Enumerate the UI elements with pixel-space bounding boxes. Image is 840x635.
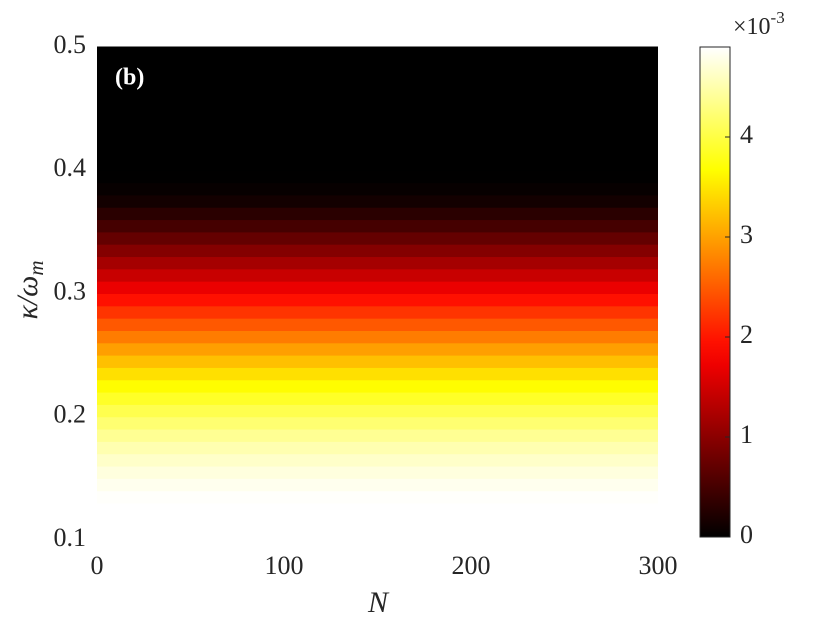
heatmap-row [97,157,658,171]
heatmap-row [97,440,658,455]
y-label-sub: m [24,260,48,275]
heatmap-row [97,403,658,418]
heatmap-row [97,490,658,504]
y-tick-label: 0.3 [54,276,87,305]
heatmap-row [97,453,658,467]
exponent-base: ×10 [733,14,771,40]
heatmap-row [97,293,658,307]
heatmap-row [97,231,658,245]
heatmap-row [97,71,658,85]
heatmap-row [97,194,658,208]
heatmap-row [97,243,658,258]
heatmap-row [97,317,658,331]
heatmap-row [97,145,658,159]
x-tick-label: 0 [91,551,104,580]
colorbar-tick-label: 0 [740,520,753,549]
heatmap-row [97,379,658,393]
colorbar-tick-label: 4 [740,120,753,149]
heatmap-row [97,169,658,184]
heatmap-row [97,58,658,73]
y-tick-label: 0.2 [54,400,87,429]
heatmap-row [97,280,658,294]
x-tick-label: 100 [265,551,304,580]
colorbar-tick-label: 2 [740,320,753,349]
y-tick-label: 0.4 [54,153,87,182]
heatmap-row [97,366,658,381]
x-axis-label: N [367,586,390,619]
heatmap-row [97,477,658,492]
annotation: (b) [115,65,144,91]
heatmap-row [97,182,658,196]
heatmap-row [97,256,658,270]
heatmap-row [97,83,658,97]
heatmap-row [97,305,658,319]
heatmap-row [97,391,658,405]
colorbar [699,46,731,538]
heatmap-row [97,416,658,430]
colorbar-tick-label: 1 [740,420,753,449]
y-label-main: κ/ω [11,276,44,320]
exponent-power: -3 [771,8,785,27]
heatmap-row [97,120,658,134]
heatmap-row [97,428,658,442]
heatmap-row [97,95,658,110]
heatmap-row [97,465,658,479]
x-tick-label: 300 [639,551,678,580]
heatmap-row [97,219,658,233]
colorbar-exponent: ×10-3 [733,8,785,40]
heatmap-row [97,342,658,356]
y-axis-label: κ/ωm [11,260,48,319]
heatmap-row [97,108,658,122]
y-tick-label: 0.5 [54,30,87,59]
heatmap-row [97,354,658,368]
heatmap-row [97,132,658,147]
colorbar-tick-label: 3 [740,220,753,249]
heatmap-row [97,206,658,221]
x-tick-label: 200 [452,551,491,580]
heatmap [97,46,658,504]
y-tick-label: 0.1 [54,523,87,552]
heatmap-row [97,46,658,60]
heatmap-row [97,268,658,282]
heatmap-row [97,329,658,344]
